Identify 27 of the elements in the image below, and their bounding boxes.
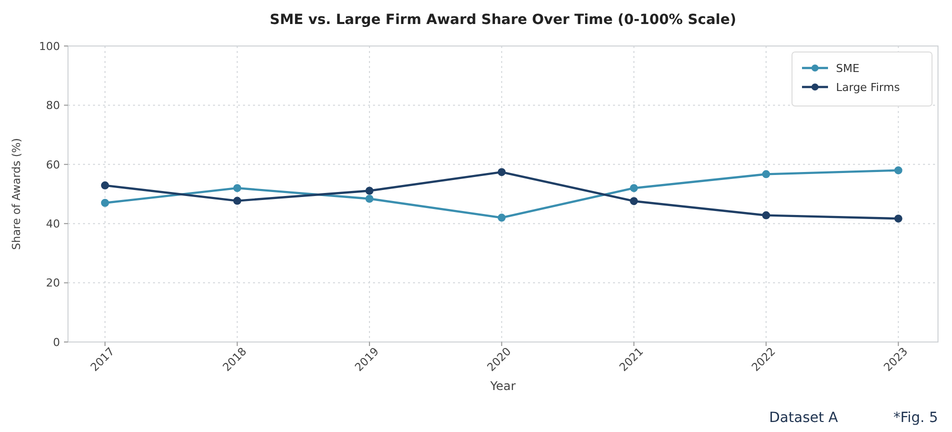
point — [498, 168, 506, 176]
point — [498, 214, 506, 222]
point — [630, 184, 638, 192]
point — [101, 198, 110, 207]
y-tick-label: 100 — [39, 40, 60, 53]
y-tick-label: 60 — [46, 158, 60, 172]
legend-label: Large Firms — [836, 80, 900, 94]
point — [233, 196, 242, 205]
point — [894, 214, 902, 223]
point — [762, 211, 770, 220]
text: Dataset A — [769, 410, 838, 426]
text: *Fig. 5 — [893, 410, 938, 426]
point — [894, 166, 902, 174]
point — [365, 194, 374, 203]
y-tick-label: 80 — [46, 99, 60, 112]
legend-label: SME — [836, 62, 860, 75]
point — [101, 181, 110, 190]
x-axis-title: Year — [489, 379, 516, 393]
point — [762, 170, 770, 178]
chart-title: SME vs. Large Firm Award Share Over Time (0-100% Scale) — [270, 12, 736, 28]
point — [630, 197, 638, 206]
y-tick-label: 0 — [53, 336, 60, 349]
y-tick-label: 40 — [46, 217, 60, 230]
y-axis-title: Share of Awards (%) — [10, 138, 23, 250]
point — [233, 184, 242, 192]
y-tick-label: 20 — [46, 276, 60, 290]
point — [365, 186, 374, 195]
